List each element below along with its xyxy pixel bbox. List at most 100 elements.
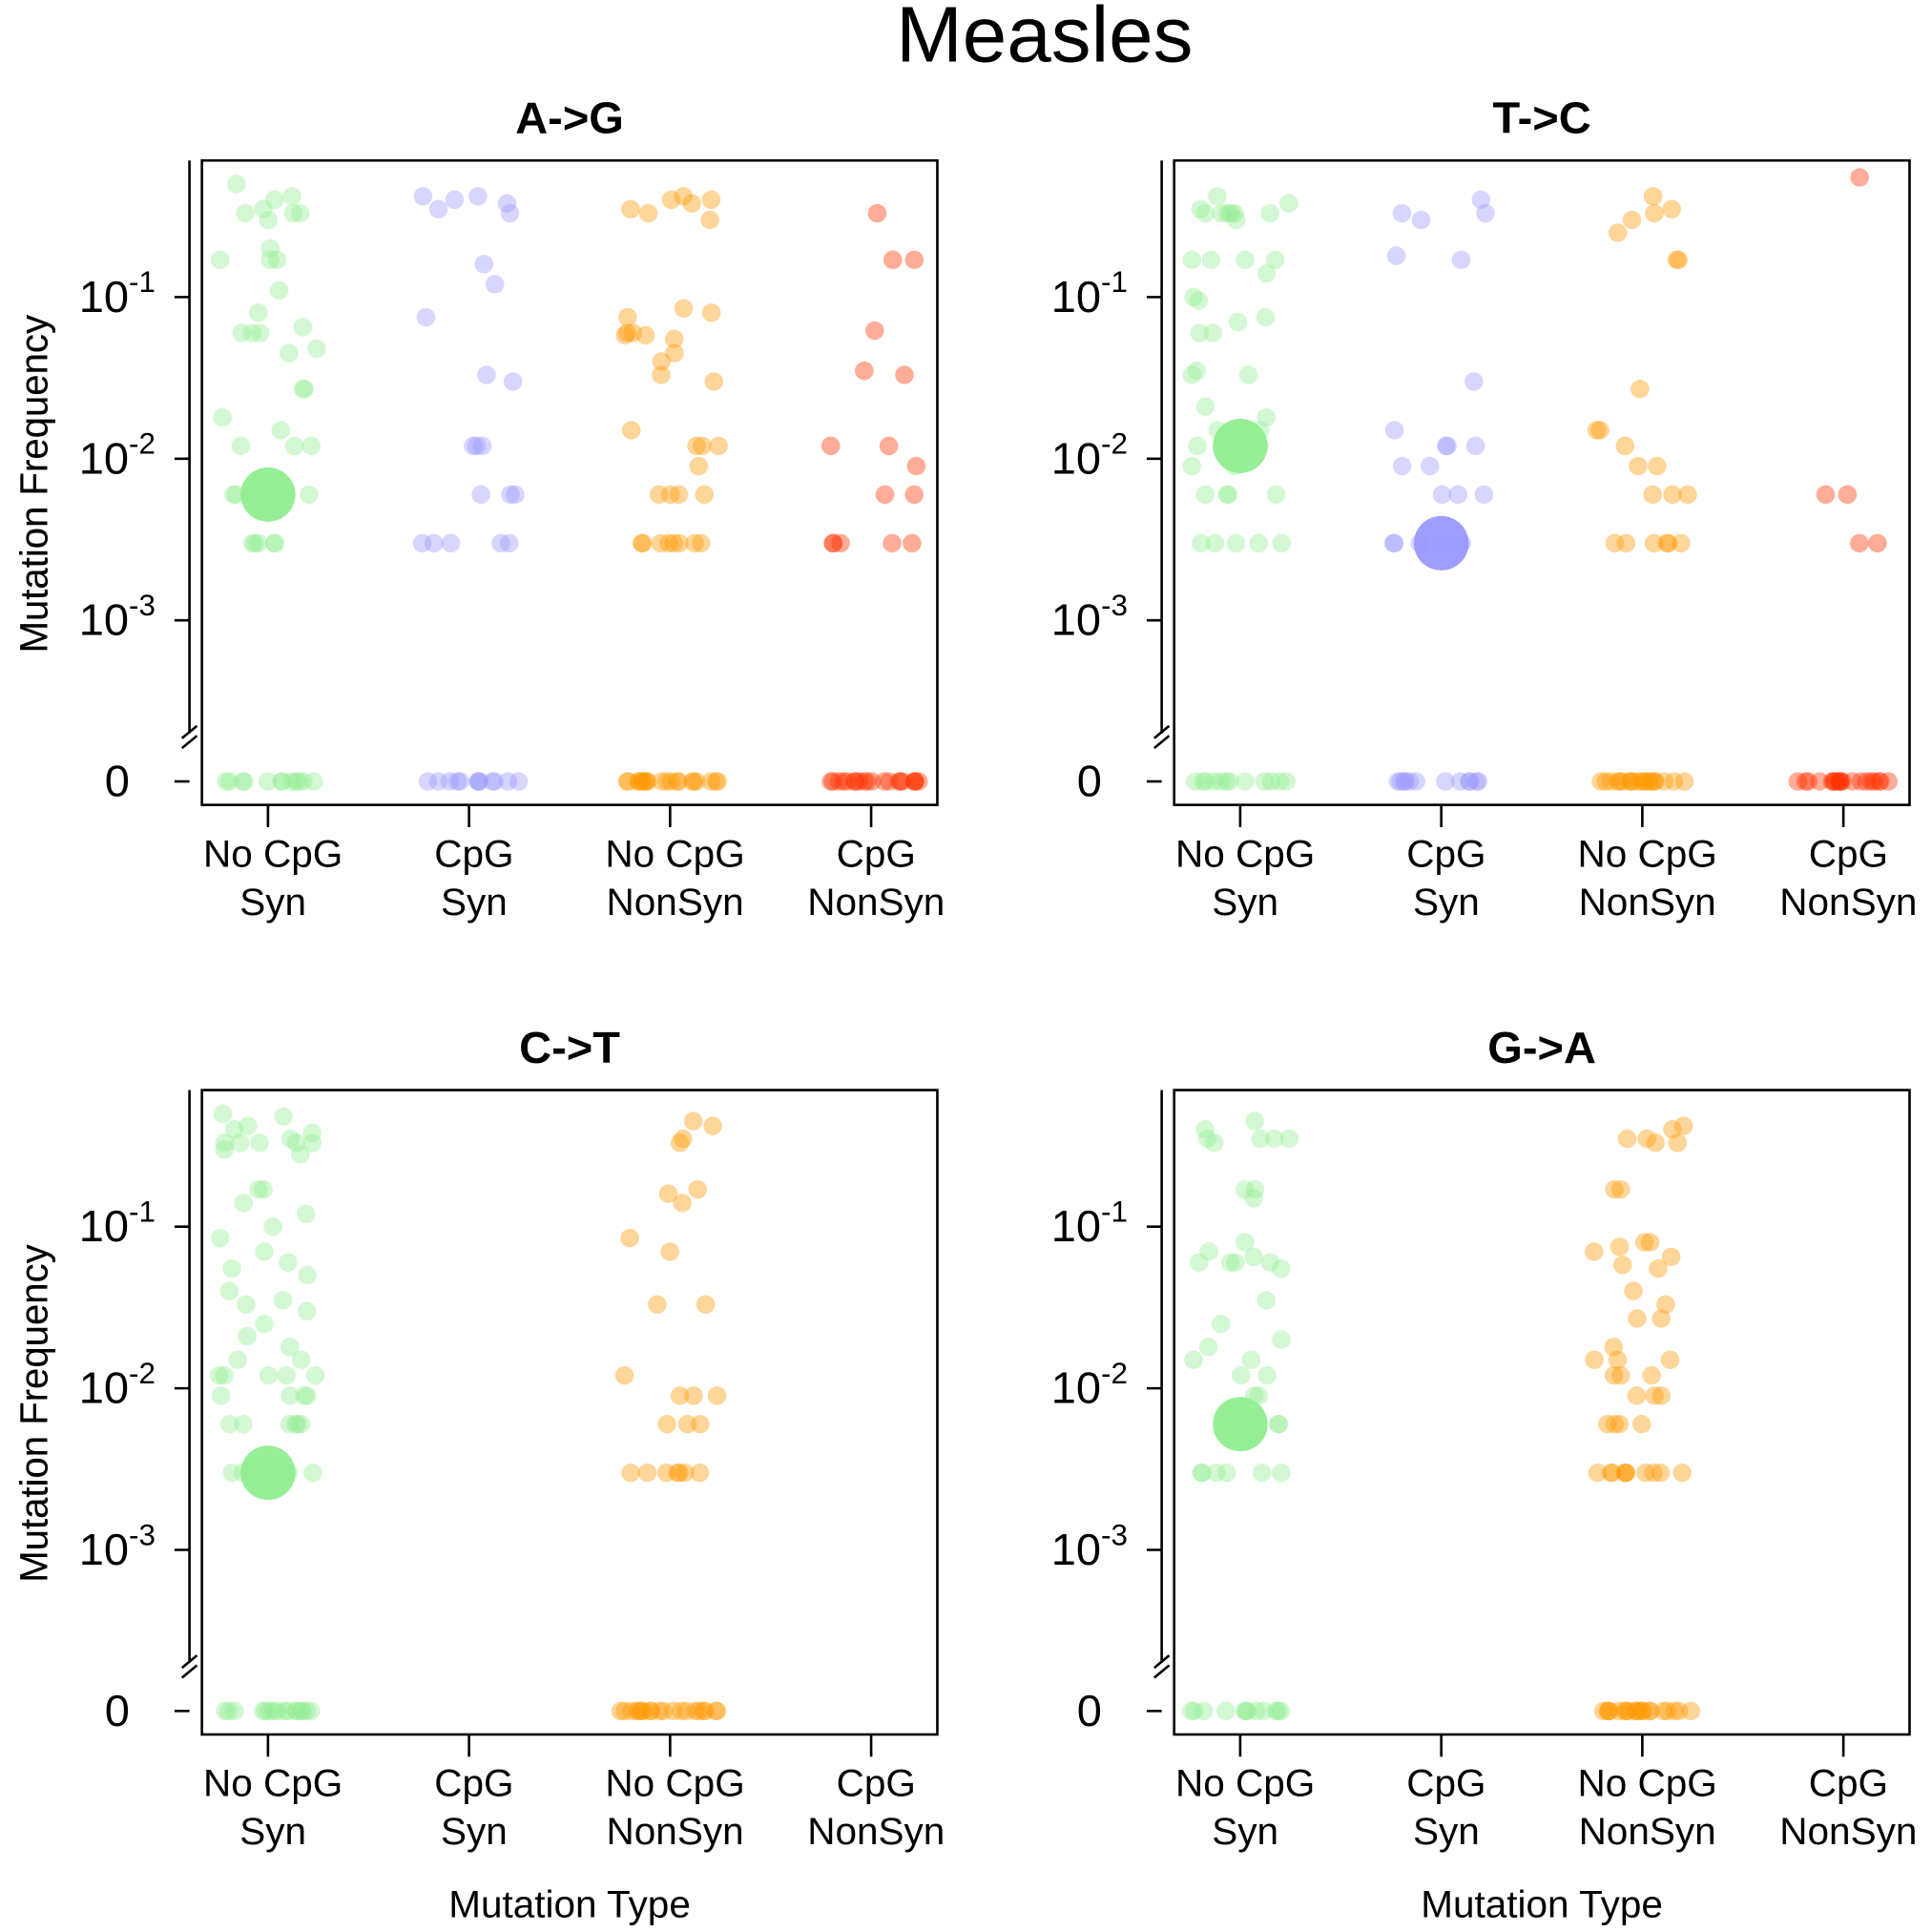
point <box>468 772 488 791</box>
point <box>617 323 637 343</box>
point <box>1194 772 1213 791</box>
point <box>1669 1701 1689 1721</box>
main-title: Measles <box>896 0 1193 79</box>
point <box>875 485 895 505</box>
point <box>1652 1386 1672 1405</box>
point <box>259 210 279 230</box>
y-tick-label: 10-2 <box>1051 427 1128 484</box>
y-tick-label: 10-3 <box>1051 589 1128 645</box>
point <box>300 485 319 505</box>
point <box>1226 210 1246 230</box>
point <box>258 772 278 791</box>
point <box>668 1463 687 1483</box>
point <box>1235 1701 1255 1721</box>
point <box>1391 772 1410 791</box>
point <box>1466 772 1486 791</box>
point <box>661 772 681 791</box>
point <box>1187 361 1207 381</box>
point <box>1268 1414 1288 1434</box>
x-axis-label: Mutation Type <box>1421 1883 1663 1926</box>
x-tick-label: No CpG <box>1175 1762 1315 1805</box>
point <box>1255 772 1275 791</box>
point <box>234 1414 254 1434</box>
point <box>1386 246 1406 265</box>
point <box>1198 1338 1218 1357</box>
point <box>1590 421 1610 440</box>
x-tick-label: Syn <box>441 1810 508 1853</box>
point <box>210 250 230 270</box>
point <box>701 772 721 791</box>
point <box>1218 203 1237 223</box>
point <box>865 321 884 341</box>
point <box>634 1701 654 1721</box>
point <box>686 1701 705 1721</box>
x-tick-label: NonSyn <box>607 1810 744 1853</box>
point <box>1591 772 1610 791</box>
point <box>1231 1365 1251 1385</box>
point <box>867 203 887 223</box>
y-axis-label: Mutation Frequency <box>12 1243 55 1582</box>
point <box>652 772 672 791</box>
point <box>289 772 308 791</box>
point <box>621 1463 640 1483</box>
point <box>632 1701 651 1721</box>
point <box>1798 772 1818 791</box>
panel-title: T->C <box>1492 93 1590 143</box>
point <box>1618 1701 1638 1721</box>
point <box>1204 1133 1224 1153</box>
point <box>272 772 292 791</box>
point <box>1257 407 1276 427</box>
point <box>1271 1258 1291 1278</box>
point <box>675 1463 695 1483</box>
point <box>447 772 467 791</box>
point <box>1613 772 1632 791</box>
point <box>891 772 910 791</box>
point <box>1216 1463 1236 1483</box>
point <box>293 1701 312 1721</box>
axis-break <box>1153 735 1171 750</box>
point <box>1667 250 1687 270</box>
point <box>220 1414 239 1434</box>
point <box>1208 187 1227 206</box>
point <box>670 1463 689 1483</box>
point <box>1211 772 1230 791</box>
y-tick-base: 10 <box>1051 1201 1101 1251</box>
point <box>849 772 869 791</box>
point <box>249 1179 268 1199</box>
point <box>280 1414 300 1434</box>
point <box>230 1133 250 1153</box>
point <box>1184 287 1203 307</box>
point <box>1868 533 1887 553</box>
point <box>905 772 924 791</box>
point <box>260 239 280 259</box>
point <box>1645 772 1665 791</box>
point <box>1188 436 1207 456</box>
point <box>255 1242 274 1261</box>
point <box>1450 772 1470 791</box>
point <box>286 1701 306 1721</box>
point <box>278 1701 298 1721</box>
point <box>293 380 313 399</box>
axis-break <box>1153 1654 1171 1670</box>
point <box>1610 1237 1630 1257</box>
point <box>248 303 268 322</box>
y-tick-base: 10 <box>79 595 129 645</box>
point <box>1629 1701 1649 1721</box>
point <box>1653 1701 1673 1721</box>
point <box>663 1701 683 1721</box>
point <box>1195 1701 1214 1721</box>
point <box>506 485 525 505</box>
point <box>1587 421 1607 440</box>
point <box>1850 533 1869 553</box>
point <box>468 187 488 206</box>
point <box>1668 1133 1688 1153</box>
point <box>277 1365 297 1385</box>
point <box>1608 223 1628 242</box>
point <box>1664 772 1684 791</box>
y-tick-exponent: -1 <box>129 265 156 299</box>
point <box>821 436 841 456</box>
point <box>413 187 433 206</box>
point <box>1643 187 1663 206</box>
